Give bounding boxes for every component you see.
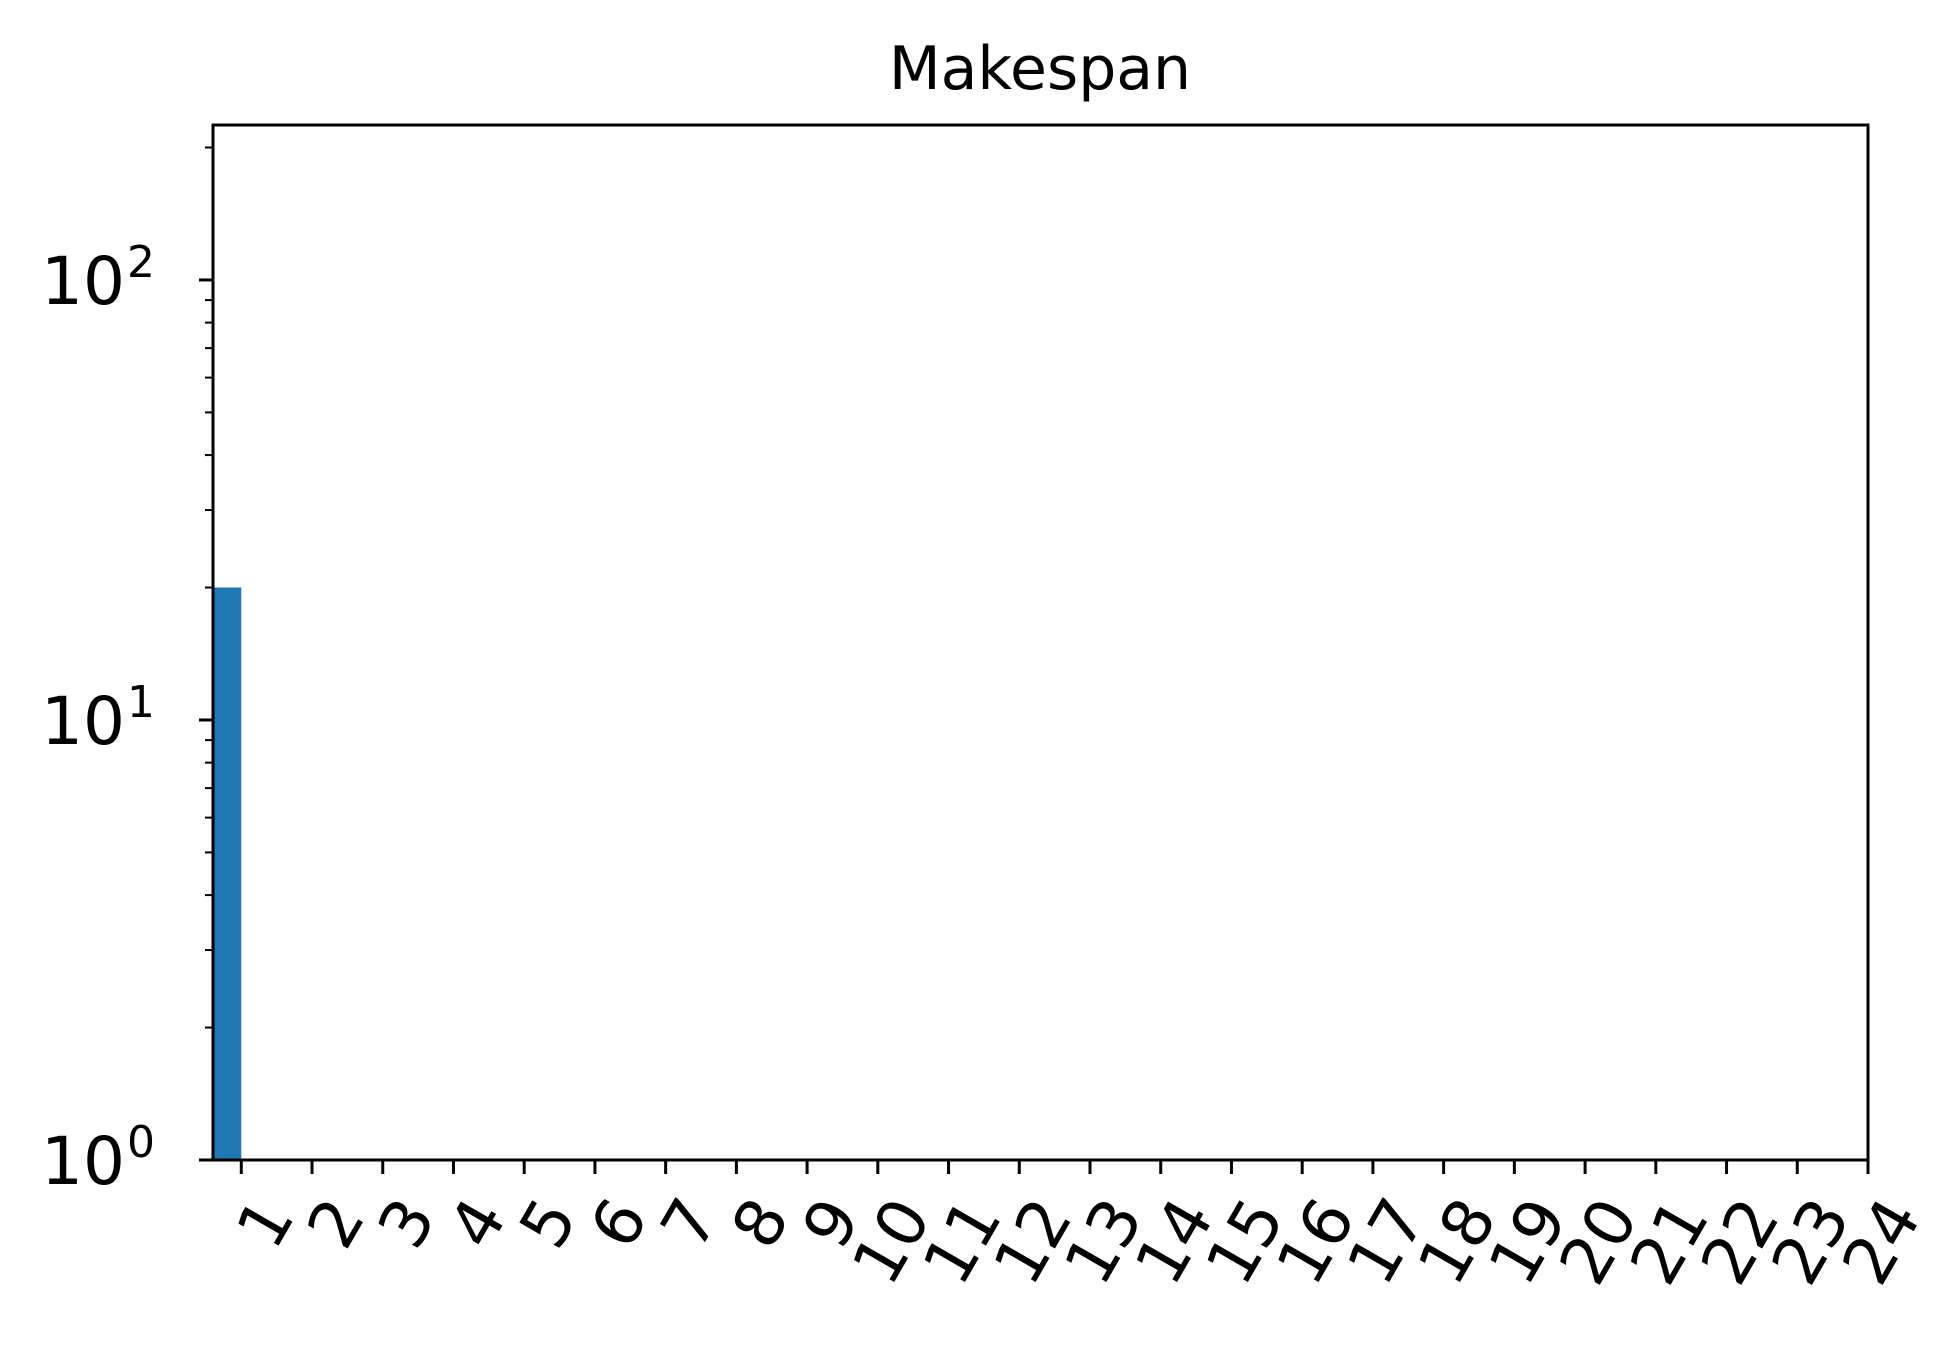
chart-title: Makespan [889,34,1191,104]
y-tick-label: 10 [41,1123,125,1200]
x-tick-label-24: 24 [1827,1186,1936,1297]
y-tick-exponent: 2 [127,237,155,288]
y-tick-exponent: 0 [127,1117,155,1168]
y-tick-exponent: 1 [127,677,155,728]
plot-frame [211,123,1870,1162]
bar-1 [213,587,242,1160]
y-tick-label: 10 [41,683,125,760]
y-tick-label: 10 [41,243,125,320]
bars-layer [213,587,242,1160]
